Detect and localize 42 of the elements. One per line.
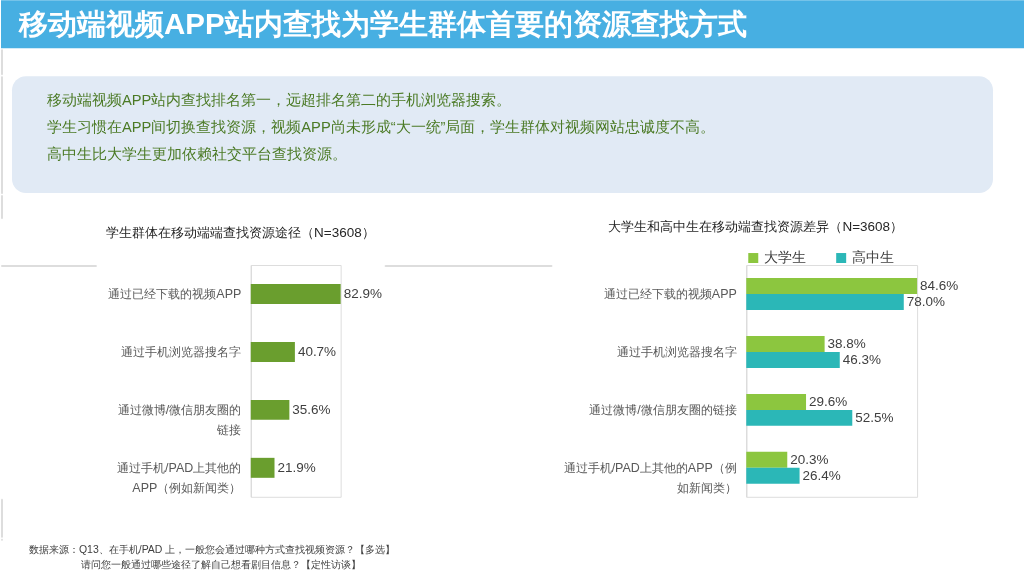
text: 移动端视频APP站内查找排名第一，远超排名第二的手机浏览器搜索。 (46, 92, 512, 109)
chart-title: 大学生和高中生在移动端查找资源差异（N=3608） (608, 218, 904, 234)
data-label: 82.9% (343, 285, 382, 301)
data-label: 38.8% (827, 335, 866, 351)
bar (746, 467, 800, 484)
y-tick-label: 通过手机/PAD上其他的APP（例如新闻类） (117, 460, 242, 495)
bar (250, 399, 290, 420)
text: 高中生比大学生更加依赖社交平台查找资源。 (46, 146, 347, 163)
legend-label: 高中生 (852, 249, 895, 266)
data-label: 84.6% (920, 278, 959, 293)
text: 移动端视频APP站内查找为学生群体首要的资源查找方式 (17, 7, 747, 41)
data-label: 35.6% (292, 401, 331, 417)
y-tick-label: 通过已经下载的视频APP (108, 286, 242, 301)
y-tick-label: 通过手机浏览器搜名字 (121, 344, 242, 359)
bar (746, 409, 853, 426)
y-tick-label: 通过微博/微信朋友圈的链接 (117, 402, 242, 437)
data-label: 78.0% (906, 293, 945, 309)
data-label: 20.3% (790, 451, 829, 467)
text: 请问您一般通过哪些途径了解自己想看剧目信息？【定性访谈】 (80, 558, 361, 570)
source-note: 数据来源：Q13、在手机/PAD 上，一般您会通过哪种方式查找视频资源？【多选】 (28, 543, 396, 555)
chart-title: 学生群体在移动端端查找资源途径（N=3608） (106, 224, 375, 240)
bar (746, 335, 825, 352)
y-tick-label: 通过手机浏览器搜名字 (616, 344, 737, 359)
bar (746, 293, 904, 310)
bar (746, 451, 788, 468)
bar (250, 284, 341, 304)
bar (746, 393, 807, 410)
y-tick-label: 通过微博/微信朋友圈的链接 (589, 402, 737, 417)
text: 学生习惯在APP间切换查找资源，视频APP尚未形成“大一统”局面，学生群体对视频网站忠诚度不高。 (46, 119, 716, 136)
bar (746, 351, 840, 368)
bar (250, 457, 275, 478)
y-tick-label: 通过手机/PAD上其他的APP（例如新闻类） (563, 460, 737, 495)
data-label: 21.9% (277, 459, 316, 475)
data-label: 40.7% (297, 343, 337, 359)
data-label: 52.5% (855, 409, 894, 425)
data-label: 46.3% (842, 351, 881, 367)
bar (250, 341, 295, 362)
data-label: 26.4% (802, 467, 841, 483)
legend-label: 大学生 (764, 249, 807, 266)
y-tick-label: 通过已经下载的视频APP (603, 286, 737, 301)
data-label: 29.6% (809, 393, 848, 409)
bar (746, 278, 918, 294)
